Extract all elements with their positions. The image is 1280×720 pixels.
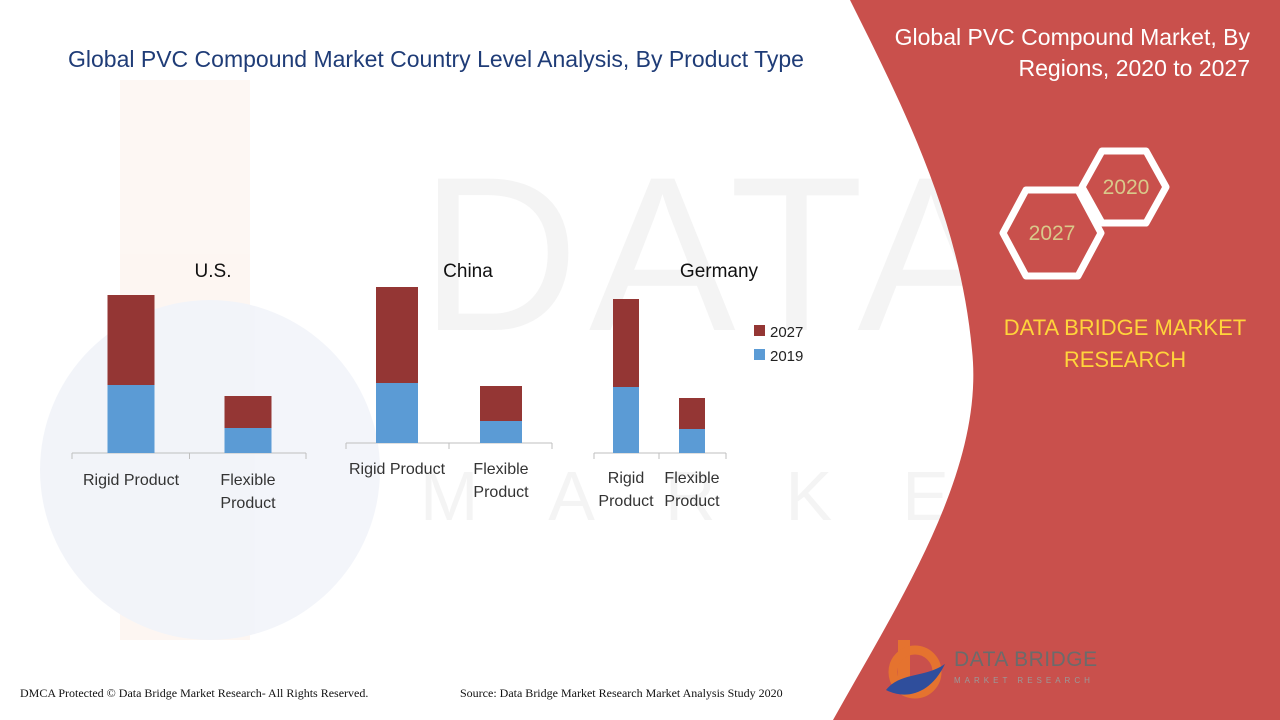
copyright-notice: DMCA Protected © Data Bridge Market Rese… xyxy=(20,686,369,700)
bar-2019-rigid-product xyxy=(107,385,155,453)
bar-2019-flexible-product xyxy=(480,421,522,443)
legend: 2027 2019 xyxy=(754,324,803,365)
legend-label-2027: 2027 xyxy=(770,324,803,341)
bar-2019-rigid-product xyxy=(376,383,418,443)
bar-2019-flexible-product xyxy=(679,429,705,453)
side-panel xyxy=(833,0,1280,720)
category-label: Flexible Product xyxy=(220,472,276,512)
legend-swatch-2019 xyxy=(754,349,765,360)
category-label: Rigid Product xyxy=(83,472,180,489)
bar-2027-flexible-product xyxy=(679,398,705,429)
chart-title: Global PVC Compound Market Country Level… xyxy=(68,46,804,72)
bar-2027-rigid-product xyxy=(107,295,155,385)
category-label: Flexible Product xyxy=(473,461,529,501)
panel-title: Germany xyxy=(680,261,759,282)
logo-mark-swoosh xyxy=(886,664,945,695)
category-label: Rigid Product xyxy=(349,461,446,478)
panel-title: China xyxy=(443,261,493,282)
brand-text: DATA BRIDGE MARKET RESEARCH xyxy=(1003,315,1247,372)
logo-name: DATA BRIDGE xyxy=(954,648,1098,671)
chart-panel-us: U.S. Rigid Product Flexible Product xyxy=(71,261,307,512)
bar-2019-flexible-product xyxy=(224,428,272,453)
bar-2027-flexible-product xyxy=(480,386,522,421)
hex-label-2027: 2027 xyxy=(1029,222,1076,245)
chart-panel-china: China Rigid Product Flexible Product xyxy=(345,261,553,501)
source-note: Source: Data Bridge Market Research Mark… xyxy=(460,686,783,700)
hexagon-2020: 2020 xyxy=(1078,147,1170,227)
logo-tagline: MARKET RESEARCH xyxy=(954,676,1094,685)
bar-2019-rigid-product xyxy=(613,387,639,453)
category-label: Flexible Product xyxy=(664,470,720,510)
legend-swatch-2027 xyxy=(754,325,765,336)
chart-panels: U.S. Rigid Product Flexible Product China Rig… xyxy=(71,261,759,512)
side-panel-title: Global PVC Compound Market, By Regions, … xyxy=(894,24,1250,81)
bar-2027-rigid-product xyxy=(613,299,639,387)
category-label: Rigid Product xyxy=(598,470,654,510)
panel-title: U.S. xyxy=(195,261,232,282)
legend-label-2019: 2019 xyxy=(770,348,803,365)
bar-2027-rigid-product xyxy=(376,287,418,383)
hexagon-2027: 2027 xyxy=(999,186,1105,280)
hex-label-2020: 2020 xyxy=(1103,176,1150,199)
bar-2027-flexible-product xyxy=(224,396,272,428)
